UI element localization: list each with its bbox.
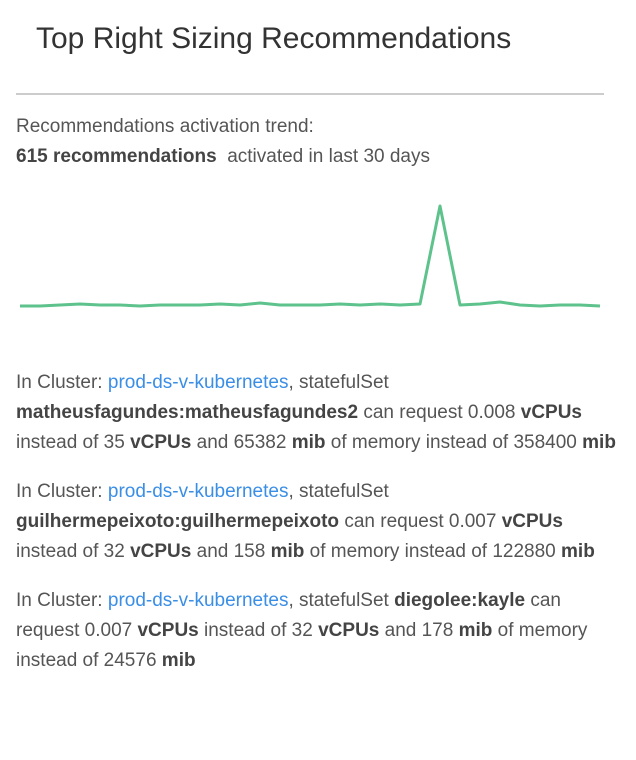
- text: , statefulSet: [288, 481, 395, 502]
- bold-text: vCPUs: [520, 402, 582, 423]
- recommendation-list: In Cluster: prod-ds-v-kubernetes, statef…: [16, 368, 628, 695]
- text: can request 0.007: [16, 590, 567, 641]
- text: and 178: [379, 620, 459, 641]
- text: of memory instead of 358400: [325, 432, 583, 453]
- bold-text: mib: [161, 650, 196, 671]
- bold-text: mib: [582, 432, 616, 453]
- recommendation: In Cluster: prod-ds-v-kubernetes, statef…: [16, 368, 628, 458]
- trend-count: 615 recommendations activated in last 30…: [16, 142, 430, 172]
- divider: [16, 93, 604, 95]
- title: Top Right Sizing Recommendations: [36, 22, 512, 55]
- text: instead of 35: [16, 402, 588, 453]
- text: can request 0.007: [339, 511, 502, 532]
- bold-text: vCPUs: [137, 620, 199, 641]
- bold-text: vCPUs: [501, 511, 563, 532]
- bold-text: vCPUs: [130, 432, 192, 453]
- bold-text: matheusfagundes:matheusfagundes2: [16, 402, 359, 423]
- text: instead of 32: [16, 511, 569, 562]
- text: In Cluster:: [16, 590, 108, 611]
- cluster-link[interactable]: prod-ds-v-kubernetes: [107, 590, 289, 611]
- trend-line: [20, 204, 601, 308]
- text: In Cluster:: [16, 372, 108, 393]
- count-suffix: activated in last 30 days: [227, 146, 430, 167]
- recommendation: In Cluster: prod-ds-v-kubernetes, statef…: [16, 586, 628, 676]
- recommendation: In Cluster: prod-ds-v-kubernetes, statef…: [16, 477, 628, 567]
- bold-text: mib: [270, 541, 305, 562]
- bold-text: guilhermepeixoto:guilhermepeixoto: [16, 511, 340, 532]
- bold-text: mib: [291, 432, 326, 453]
- text: of memory instead of 24576: [16, 620, 593, 671]
- cluster-link[interactable]: prod-ds-v-kubernetes: [107, 372, 289, 393]
- text: can request 0.008: [358, 402, 521, 423]
- sparkline: [20, 204, 601, 308]
- text: and 158: [191, 541, 271, 562]
- bold-text: diegolee:kayle: [394, 590, 526, 611]
- bold-text: vCPUs: [318, 620, 380, 641]
- text: , statefulSet: [288, 372, 395, 393]
- trend-summary: Recommendations activation trend: 615 re…: [16, 112, 430, 172]
- text: and 65382: [191, 432, 292, 453]
- bold-text: vCPUs: [130, 541, 192, 562]
- text: , statefulSet: [288, 590, 395, 611]
- bold-text: mib: [458, 620, 493, 641]
- trend-label: Recommendations activation trend:: [16, 116, 314, 137]
- cluster-link[interactable]: prod-ds-v-kubernetes: [107, 481, 289, 502]
- count: 615 recommendations: [16, 146, 217, 167]
- text: In Cluster:: [16, 481, 108, 502]
- text: instead of 32: [198, 620, 319, 641]
- bold-text: mib: [561, 541, 595, 562]
- text: of memory instead of 122880: [304, 541, 562, 562]
